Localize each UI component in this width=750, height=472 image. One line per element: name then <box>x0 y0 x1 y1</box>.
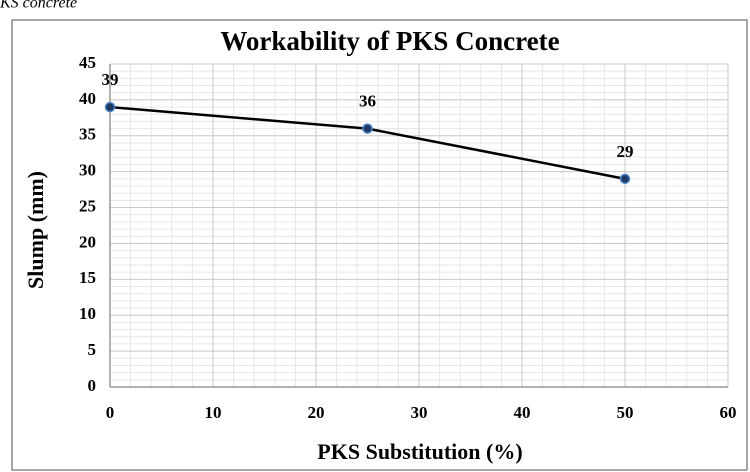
y-tick-label: 35 <box>79 125 96 144</box>
data-point <box>619 173 631 185</box>
x-tick-label: 20 <box>308 403 325 422</box>
x-axis-label: PKS Substitution (%) <box>317 439 522 464</box>
chart-frame <box>11 19 748 471</box>
y-tick-label: 0 <box>88 376 97 395</box>
y-tick-label: 15 <box>79 268 96 287</box>
caption: KS concrete <box>0 0 77 12</box>
data-label: 29 <box>617 142 634 161</box>
y-tick-label: 25 <box>79 196 96 215</box>
y-tick-label: 10 <box>79 304 96 323</box>
x-tick-label: 0 <box>106 403 115 422</box>
y-tick-label: 45 <box>79 53 96 72</box>
y-tick-label: 20 <box>79 232 96 251</box>
y-tick-label: 5 <box>88 340 97 359</box>
x-tick-label: 40 <box>514 403 531 422</box>
y-tick-label: 40 <box>79 89 96 108</box>
x-tick-label: 30 <box>411 403 428 422</box>
y-axis-label: Slump (mm) <box>23 171 48 289</box>
data-point <box>104 101 116 113</box>
data-label: 39 <box>102 70 119 89</box>
data-point <box>362 123 373 134</box>
x-tick-label: 10 <box>205 403 222 422</box>
data-label: 36 <box>359 92 376 111</box>
y-tick-label: 30 <box>79 161 96 180</box>
x-tick-label: 50 <box>617 403 634 422</box>
x-tick-label: 60 <box>720 403 737 422</box>
chart-title: Workability of PKS Concrete <box>220 26 559 56</box>
